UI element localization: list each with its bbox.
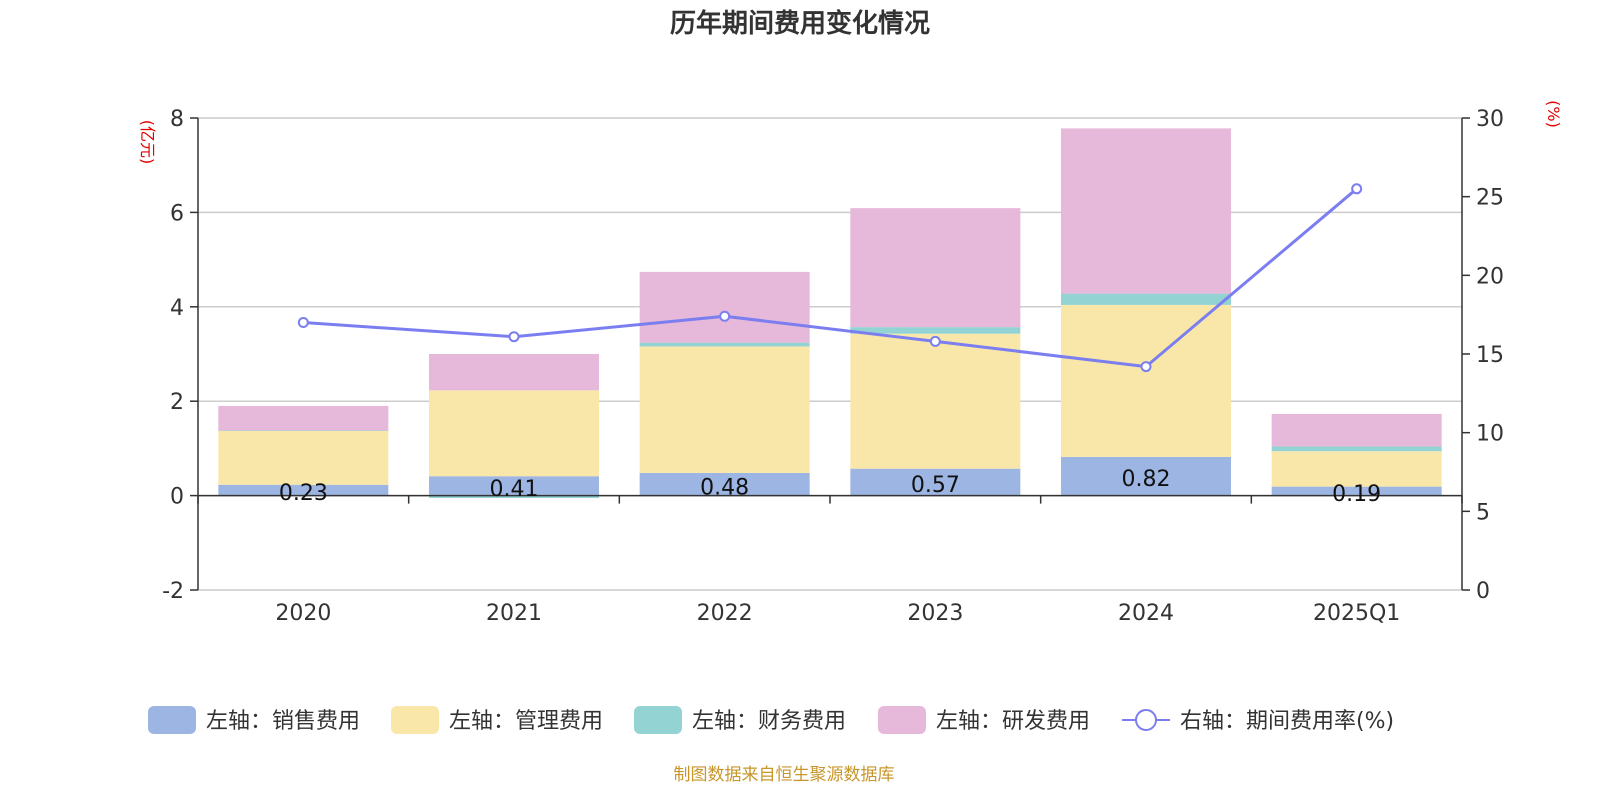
legend-label: 左轴：销售费用 [206,709,360,734]
x-category-label: 2023 [907,601,963,626]
bar-segment [850,333,1021,469]
bar-segment [850,327,1021,334]
bar-segment [1061,304,1231,457]
y-right-tick-label: 10 [1476,422,1504,447]
bar-data-label: 0.23 [279,481,328,506]
bar-segment [1061,293,1231,305]
y-right-tick-label: 5 [1476,500,1490,525]
bar-segment [1271,486,1442,496]
bar-segment [1271,413,1442,447]
bar-segment [218,484,389,496]
y-right-tick-label: 0 [1476,579,1490,604]
y-left-tick-label: 4 [170,296,184,321]
legend-label: 右轴：期间费用率(%) [1180,709,1394,734]
y-right-tick-label: 20 [1476,264,1504,289]
bar-segment [639,472,810,496]
y-right-tick-label: 15 [1476,343,1504,368]
line-point [508,331,520,343]
y-left-tick-label: 8 [170,107,184,132]
bar-segment [429,476,599,496]
bar-segment [218,430,389,485]
x-category-label: 2025Q1 [1313,601,1400,626]
bar-data-label: 0.48 [700,475,749,500]
line-series [303,187,1358,369]
bar-segment [850,208,1021,328]
bar-segment [218,405,389,431]
bar-data-label: 0.19 [1332,482,1381,507]
y-left-unit-label: (亿元) [138,120,157,165]
legend-swatch [148,706,196,734]
x-category-label: 2021 [486,601,542,626]
line-point [719,310,731,322]
legend-label: 左轴：研发费用 [936,709,1090,734]
bar-segment [429,390,599,477]
legend-label: 左轴：财务费用 [692,709,846,734]
legend-marker [1135,709,1157,731]
y-right-tick-label: 25 [1476,186,1504,211]
bar-segment [639,271,810,343]
line-point [1140,361,1152,373]
x-category-label: 2022 [697,601,753,626]
line-point [929,335,941,347]
line-point [1351,183,1363,195]
y-left-tick-label: 2 [170,390,184,415]
bar-segment [1271,451,1442,487]
line-point [297,317,309,329]
y-left-tick-label: 0 [170,485,184,510]
source-note: 制图数据来自恒生聚源数据库 [674,765,895,785]
bar-segment [1061,128,1231,294]
bar-segment [429,354,599,391]
y-right-unit-label: (%) [1544,100,1563,128]
y-left-tick-label: -2 [162,579,184,604]
x-category-label: 2024 [1118,601,1174,626]
bar-segment [639,342,810,347]
bar-data-label: 0.82 [1122,467,1171,492]
bar-segment [639,346,810,473]
legend-swatch [878,706,926,734]
bar-segment [1271,446,1442,452]
chart-title: 历年期间费用变化情况 [670,8,930,39]
bar-data-label: 0.57 [911,473,960,498]
bar-data-label: 0.41 [490,477,539,502]
legend-swatch [634,706,682,734]
legend-label: 左轴：管理费用 [449,709,603,734]
legend-swatch [391,706,439,734]
y-left-tick-label: 6 [170,201,184,226]
bar-segment [850,468,1021,496]
x-category-label: 2020 [275,601,331,626]
y-right-tick-label: 30 [1476,107,1504,132]
bar-segment [1061,456,1231,496]
bar-segment [429,495,599,498]
